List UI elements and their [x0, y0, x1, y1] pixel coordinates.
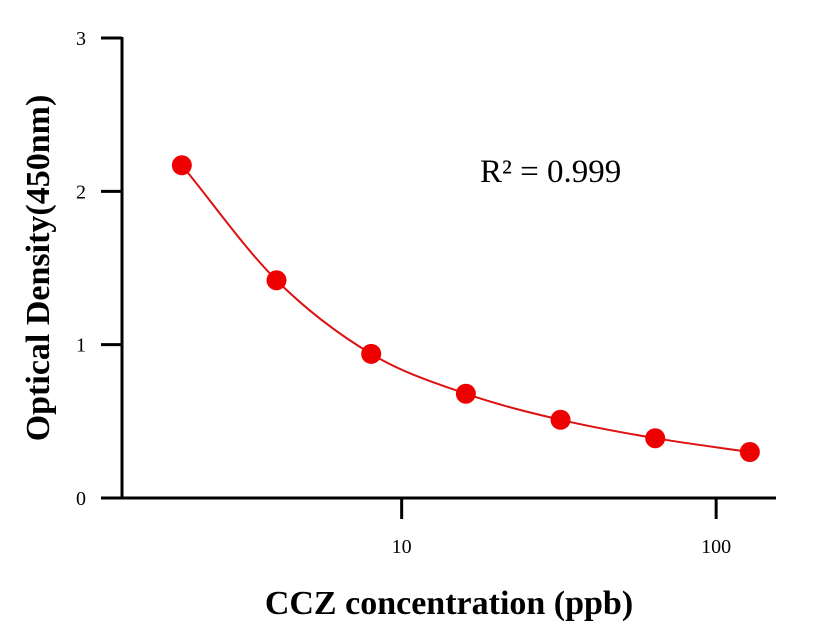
y-ticks: 0 1 2 3 [76, 28, 122, 510]
x-axis-title: CCZ concentration (ppb) [265, 585, 633, 622]
y-tick-label: 2 [76, 181, 86, 203]
data-points [171, 155, 760, 462]
x-tick-label: 10 [392, 536, 412, 558]
x-ticks: 10 100 [392, 498, 731, 558]
data-point [645, 428, 666, 449]
data-point [455, 383, 476, 404]
y-tick-label: 3 [76, 28, 86, 50]
y-tick-label: 1 [76, 335, 86, 357]
data-point [550, 409, 571, 430]
data-point [266, 270, 287, 291]
data-point [361, 343, 382, 364]
y-axis-title: Optical Density(450nm) [20, 95, 57, 442]
y-tick-label: 0 [76, 488, 86, 510]
r-squared-annotation: R² = 0.999 [480, 154, 621, 190]
x-tick-label: 100 [701, 536, 731, 558]
data-point [739, 442, 760, 462]
fit-curve [181, 164, 751, 453]
axes [120, 37, 776, 500]
data-point [171, 155, 192, 176]
